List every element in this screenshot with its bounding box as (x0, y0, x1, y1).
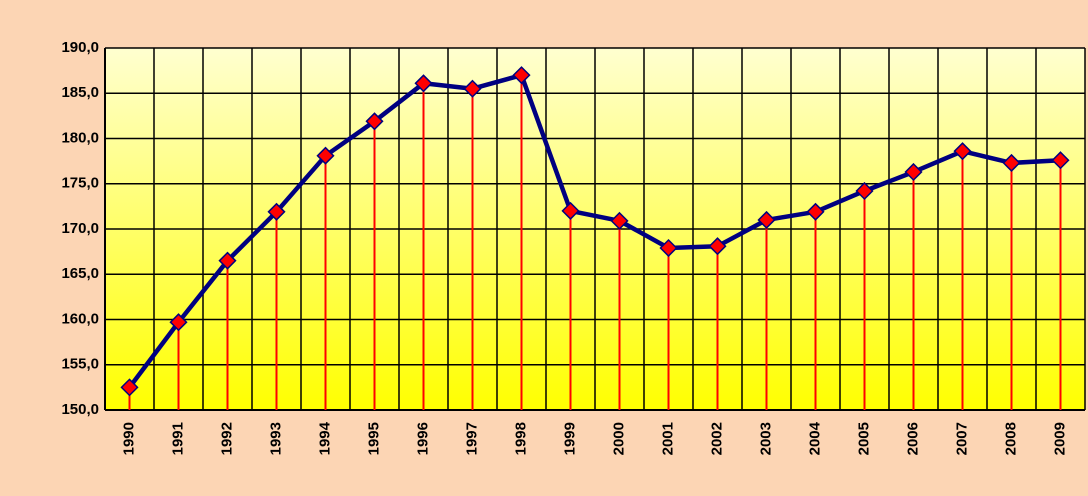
marker (708, 237, 727, 256)
x-tick-label: 1990 (120, 422, 137, 455)
marker (120, 378, 139, 397)
x-tick-label: 1995 (365, 422, 382, 455)
x-tick-label: 1997 (463, 422, 480, 455)
x-tick-label: 2008 (1002, 422, 1019, 455)
x-tick-label: 2004 (806, 421, 823, 455)
x-tick-label: 2000 (610, 422, 627, 455)
x-tick-label: 1993 (267, 422, 284, 455)
x-tick-label: 2002 (708, 422, 725, 455)
marker (855, 181, 874, 201)
marker (953, 142, 972, 161)
y-tick-label: 160,0 (61, 310, 99, 327)
y-tick-label: 190,0 (61, 39, 99, 56)
marker (169, 313, 188, 332)
x-tick-label: 2007 (953, 422, 970, 455)
marker (757, 210, 776, 230)
y-tick-label: 185,0 (61, 84, 99, 101)
marker (316, 146, 335, 165)
x-tick-label: 1994 (316, 421, 333, 455)
marker (610, 211, 629, 230)
line-series (127, 72, 1061, 389)
x-tick-label: 2006 (904, 422, 921, 455)
marker (1051, 151, 1070, 170)
marker (1002, 153, 1021, 172)
x-tick-label: 1999 (561, 422, 578, 455)
y-tick-label: 180,0 (61, 129, 99, 146)
x-tick-label: 1996 (414, 422, 431, 455)
x-tick-label: 2001 (659, 422, 676, 455)
marker (806, 202, 825, 221)
x-tick-label: 1992 (218, 422, 235, 455)
x-tick-label: 2009 (1051, 422, 1068, 455)
y-tick-label: 175,0 (61, 175, 99, 192)
marker (414, 74, 433, 93)
y-tick-label: 170,0 (61, 220, 99, 237)
marker (659, 238, 678, 258)
y-tick-label: 150,0 (61, 401, 99, 418)
x-tick-label: 1998 (512, 422, 529, 455)
x-tick-label: 2003 (757, 422, 774, 455)
x-tick-label: 2005 (855, 422, 872, 455)
marker (904, 162, 923, 182)
y-tick-label: 165,0 (61, 265, 99, 282)
marker (463, 79, 482, 98)
x-tick-label: 1991 (169, 422, 186, 455)
marker (512, 66, 531, 85)
y-tick-label: 155,0 (61, 356, 99, 373)
marker (365, 112, 384, 131)
marker (561, 201, 580, 220)
marker (218, 251, 237, 270)
marker (267, 202, 286, 221)
